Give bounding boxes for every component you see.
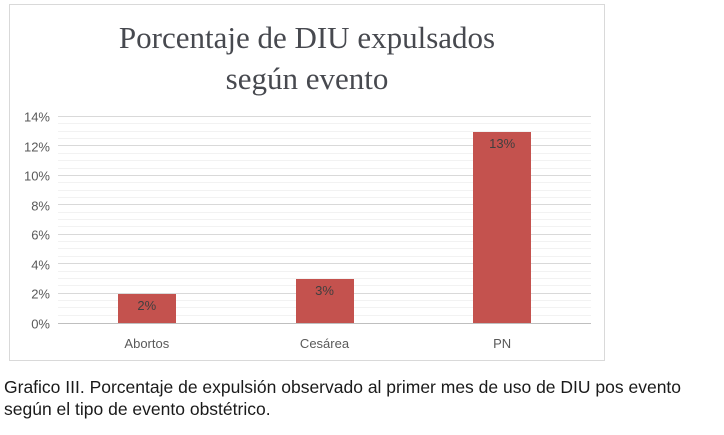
bar-value-label: 2% (137, 297, 157, 313)
major-gridline (58, 174, 591, 176)
minor-gridline (58, 182, 591, 184)
minor-gridline (58, 255, 591, 257)
y-tick-label: 0% (31, 316, 50, 332)
bar-abortos: 2% (117, 293, 176, 323)
plot-area: 2% 3% 13% (58, 116, 591, 324)
minor-gridline (58, 167, 591, 169)
bar-value-label: 3% (315, 282, 334, 298)
major-gridline (58, 233, 591, 235)
y-axis: 0% 2% 4% 6% 8% 10% 12% 14% (10, 110, 50, 332)
minor-gridline (58, 189, 591, 191)
x-tick-label: PN (493, 336, 512, 351)
minor-gridline (58, 152, 591, 154)
minor-gridline (58, 123, 591, 125)
minor-gridline (58, 130, 591, 132)
bar-cesárea: 3% (295, 278, 354, 323)
minor-gridline (58, 160, 591, 162)
major-gridline (58, 116, 591, 117)
minor-gridline (58, 219, 591, 220)
x-tick-label: Cesárea (299, 336, 350, 351)
minor-gridline (58, 270, 591, 272)
minor-gridline (58, 226, 591, 228)
y-tick-label: 4% (31, 257, 50, 273)
y-tick-label: 14% (23, 109, 50, 125)
major-gridline (58, 263, 591, 265)
minor-gridline (58, 241, 591, 243)
minor-gridline (58, 248, 591, 250)
y-tick-label: 8% (31, 198, 50, 214)
major-gridline (58, 145, 591, 147)
bar-chart-card: Porcentaje de DIU expulsados según event… (9, 4, 605, 361)
x-tick-label: Abortos (124, 336, 170, 351)
bar-pn: 13% (473, 131, 532, 323)
chart-title: Porcentaje de DIU expulsados según event… (118, 20, 496, 96)
y-tick-label: 2% (31, 286, 50, 302)
figure-caption: Grafico III. Porcentaje de expulsión obs… (4, 377, 682, 419)
minor-gridline (58, 138, 591, 140)
minor-gridline (58, 196, 591, 198)
y-tick-label: 6% (31, 227, 50, 243)
minor-gridline (58, 211, 591, 213)
bar-value-label: 13% (489, 135, 516, 151)
x-axis: Abortos Cesárea PN (58, 336, 591, 354)
major-gridline (58, 204, 591, 206)
y-tick-label: 10% (23, 168, 50, 184)
y-tick-label: 12% (23, 139, 50, 155)
minor-gridline (58, 277, 591, 279)
